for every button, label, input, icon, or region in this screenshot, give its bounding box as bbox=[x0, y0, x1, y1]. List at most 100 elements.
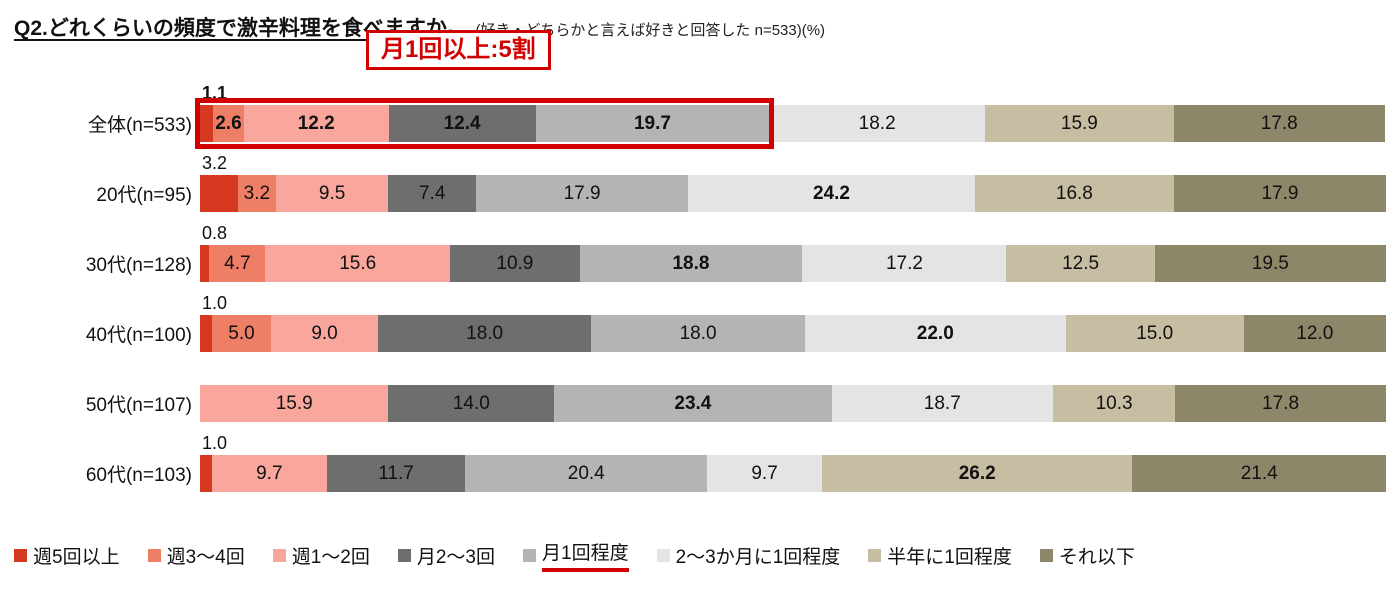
legend-swatch bbox=[656, 548, 670, 562]
bar-segment: 15.9 bbox=[200, 384, 389, 422]
chart-row: 30代(n=128) 0.8 4.7 15.6 10.9 18.8 17.2 12.5 19.5 bbox=[14, 224, 1386, 298]
bar-segment: 9.7 bbox=[707, 454, 823, 492]
legend-swatch bbox=[868, 548, 882, 562]
bar-track: 1.1 2.6 12.2 12.4 19.7 18.2 15.9 17.8 bbox=[195, 84, 1386, 149]
segment-value-label: 19.5 bbox=[1251, 252, 1289, 274]
row-label: 全体(n=533) bbox=[87, 114, 192, 136]
chart-row: 40代(n=100) 1.0 5.0 9.0 18.0 18.0 22.0 15.0 12.0 bbox=[14, 294, 1386, 368]
bar-segment: 18.8 bbox=[579, 244, 803, 282]
bar-segment bbox=[200, 454, 212, 492]
segment-value-label: 15.0 bbox=[1136, 322, 1174, 344]
chart-row: 全体(n=533) 1.1 2.6 12.2 12.4 19.7 18.2 15.9 17.8 bbox=[14, 84, 1386, 158]
segment-value-label: 12.5 bbox=[1062, 252, 1100, 274]
bar-segment: 21.4 bbox=[1132, 454, 1386, 492]
outside-value-label: 1.1 bbox=[202, 82, 228, 103]
segment-value-label: 2.6 bbox=[215, 112, 242, 134]
legend: 週5回以上 週3〜4回 週1〜2回 月2〜3回 月1回程度 2〜3か月に1回程度 半年に1回… bbox=[14, 538, 1135, 572]
segment-value-label: 12.2 bbox=[297, 112, 335, 134]
segment-value-label: 18.0 bbox=[679, 322, 717, 344]
bar-segment bbox=[200, 174, 238, 212]
bar-segment bbox=[200, 314, 212, 352]
bar-segment: 14.0 bbox=[388, 384, 555, 422]
bar-segment: 10.9 bbox=[450, 244, 580, 282]
bar-track: 1.0 9.7 11.7 20.4 9.7 26.2 21.4 bbox=[200, 434, 1386, 492]
bar-segment bbox=[200, 104, 214, 142]
legend-label: 半年に1回程度 bbox=[887, 546, 1012, 568]
segment-value-label: 17.8 bbox=[1260, 112, 1298, 134]
legend-swatch bbox=[523, 548, 536, 562]
legend-item: 月2〜3回 bbox=[397, 542, 495, 569]
legend-swatch bbox=[147, 548, 161, 562]
chart-row: 60代(n=103) 1.0 9.7 11.7 20.4 9.7 26.2 21.4 bbox=[14, 434, 1386, 508]
segment-value-label: 14.0 bbox=[452, 392, 490, 414]
segment-value-label: 19.7 bbox=[633, 112, 671, 134]
bar-segment: 9.5 bbox=[275, 174, 389, 212]
legend-item: 2〜3か月に1回程度 bbox=[656, 542, 840, 569]
bar-segment: 9.7 bbox=[211, 454, 327, 492]
bar-segment: 17.9 bbox=[476, 174, 689, 212]
outside-value-label: 1.0 bbox=[202, 432, 228, 453]
outside-value-label: 3.2 bbox=[202, 152, 228, 173]
bar-segment: 15.9 bbox=[985, 104, 1174, 142]
chart-row: 20代(n=95) 3.2 3.2 9.5 7.4 17.9 24.2 16.8 17.9 bbox=[14, 154, 1386, 228]
bar-segment: 18.0 bbox=[377, 314, 592, 352]
bar-segment: 17.2 bbox=[802, 244, 1007, 282]
bar-track: 15.9 14.0 23.4 18.7 10.3 17.8 bbox=[200, 384, 1386, 422]
legend-label: 月1回程度 bbox=[542, 538, 629, 572]
segment-value-label: 17.9 bbox=[1261, 182, 1299, 204]
bar-segment: 10.3 bbox=[1053, 384, 1176, 422]
bar-segment: 18.0 bbox=[591, 314, 805, 352]
outside-value-label: 1.0 bbox=[202, 292, 228, 313]
segment-value-label: 12.4 bbox=[443, 112, 481, 134]
legend-swatch bbox=[272, 548, 286, 562]
segment-value-label: 9.5 bbox=[318, 182, 346, 204]
segment-value-label: 17.2 bbox=[885, 252, 923, 274]
legend-item: 半年に1回程度 bbox=[868, 542, 1012, 569]
legend-item: 週1〜2回 bbox=[272, 542, 370, 569]
question-title: Q2.どれくらいの頻度で激辛料理を食べますか。 bbox=[14, 17, 468, 40]
row-label: 60代(n=103) bbox=[85, 464, 192, 486]
bar-segment: 16.8 bbox=[974, 174, 1174, 212]
legend-item: それ以下 bbox=[1039, 542, 1135, 569]
segment-value-label: 9.7 bbox=[751, 462, 778, 484]
segment-value-label: 3.2 bbox=[243, 182, 271, 204]
bar-segment: 23.4 bbox=[554, 384, 832, 422]
legend-swatch bbox=[397, 548, 411, 562]
header: Q2.どれくらいの頻度で激辛料理を食べますか。 (好き・どちらかと言えば好きと回… bbox=[14, 12, 1386, 42]
bar-segment: 7.4 bbox=[388, 174, 477, 212]
segment-value-label: 17.9 bbox=[563, 182, 601, 204]
segment-value-label: 18.2 bbox=[858, 112, 896, 134]
segment-value-label: 17.8 bbox=[1262, 392, 1300, 414]
segment-value-label: 15.6 bbox=[339, 252, 377, 274]
bar-segment: 5.0 bbox=[211, 314, 272, 352]
bar-track: 1.0 5.0 9.0 18.0 18.0 22.0 15.0 12.0 bbox=[200, 294, 1386, 352]
bar-segment: 11.7 bbox=[326, 454, 466, 492]
bar-segment: 3.2 bbox=[237, 174, 276, 212]
legend-label: 週1〜2回 bbox=[291, 546, 370, 568]
bar-segment: 26.2 bbox=[822, 454, 1133, 492]
row-label: 30代(n=128) bbox=[85, 254, 192, 276]
segment-value-label: 9.7 bbox=[256, 462, 283, 484]
bar-segment: 17.8 bbox=[1175, 384, 1386, 422]
legend-item: 週5回以上 bbox=[14, 542, 120, 569]
segment-value-label: 26.2 bbox=[958, 462, 996, 484]
bar-segment: 9.0 bbox=[271, 314, 378, 352]
bar-segment: 18.2 bbox=[769, 104, 986, 142]
row-label: 50代(n=107) bbox=[85, 394, 192, 416]
bar-segment: 12.4 bbox=[388, 104, 536, 142]
bar-segment: 19.7 bbox=[535, 104, 770, 142]
segment-value-label: 12.0 bbox=[1296, 322, 1334, 344]
legend-label: それ以下 bbox=[1058, 546, 1135, 568]
segment-value-label: 9.0 bbox=[311, 322, 338, 344]
bar-track: 0.8 4.7 15.6 10.9 18.8 17.2 12.5 19.5 bbox=[200, 224, 1386, 282]
bar-segment: 15.0 bbox=[1065, 314, 1244, 352]
segment-value-label: 23.4 bbox=[674, 392, 712, 414]
segment-value-label: 16.8 bbox=[1055, 182, 1093, 204]
segment-value-label: 22.0 bbox=[916, 322, 954, 344]
segment-value-label: 7.4 bbox=[418, 182, 446, 204]
segment-value-label: 10.3 bbox=[1095, 392, 1133, 414]
legend-label: 月2〜3回 bbox=[416, 546, 495, 568]
segment-value-label: 5.0 bbox=[228, 322, 255, 344]
bar-segment: 12.2 bbox=[243, 104, 389, 142]
